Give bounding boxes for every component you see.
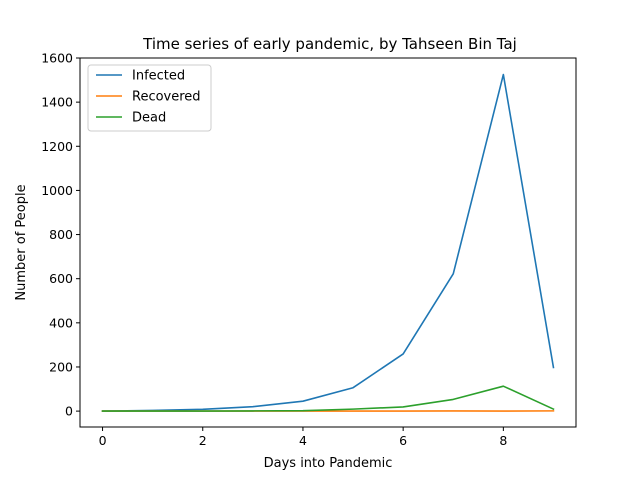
y-tick-label: 400 <box>49 315 73 330</box>
legend-label-infected: Infected <box>132 69 185 84</box>
y-tick-label: 0 <box>65 404 73 419</box>
y-tick-label: 1400 <box>41 95 73 110</box>
y-tick-label: 200 <box>49 359 73 374</box>
legend-label-dead: Dead <box>132 111 166 126</box>
series-line-dead <box>101 385 555 412</box>
y-axis: 0 200 400 600 800 1000 1200 1400 1600 <box>41 51 80 419</box>
x-axis-label: Days into Pandemic <box>264 456 393 471</box>
y-tick-label: 1200 <box>41 139 73 154</box>
chart-title: Time series of early pandemic, by Tahsee… <box>142 35 517 53</box>
legend: Infected Recovered Dead <box>87 64 212 132</box>
x-tick-label: 2 <box>199 433 207 448</box>
y-tick-label: 1000 <box>41 183 73 198</box>
y-tick-label: 600 <box>49 271 73 286</box>
x-axis: 0 2 4 6 8 <box>99 427 507 448</box>
y-tick-label: 800 <box>49 227 73 242</box>
series-layer <box>101 73 555 412</box>
x-tick-label: 4 <box>299 433 307 448</box>
series-line-infected <box>101 73 555 412</box>
plot-frame <box>79 57 577 428</box>
legend-box <box>87 64 212 132</box>
y-tick-label: 1600 <box>41 51 73 66</box>
legend-label-recovered: Recovered <box>132 90 201 105</box>
y-axis-label: Number of People <box>14 184 29 300</box>
x-tick-label: 0 <box>99 433 107 448</box>
x-tick-label: 6 <box>399 433 407 448</box>
x-tick-label: 8 <box>499 433 507 448</box>
